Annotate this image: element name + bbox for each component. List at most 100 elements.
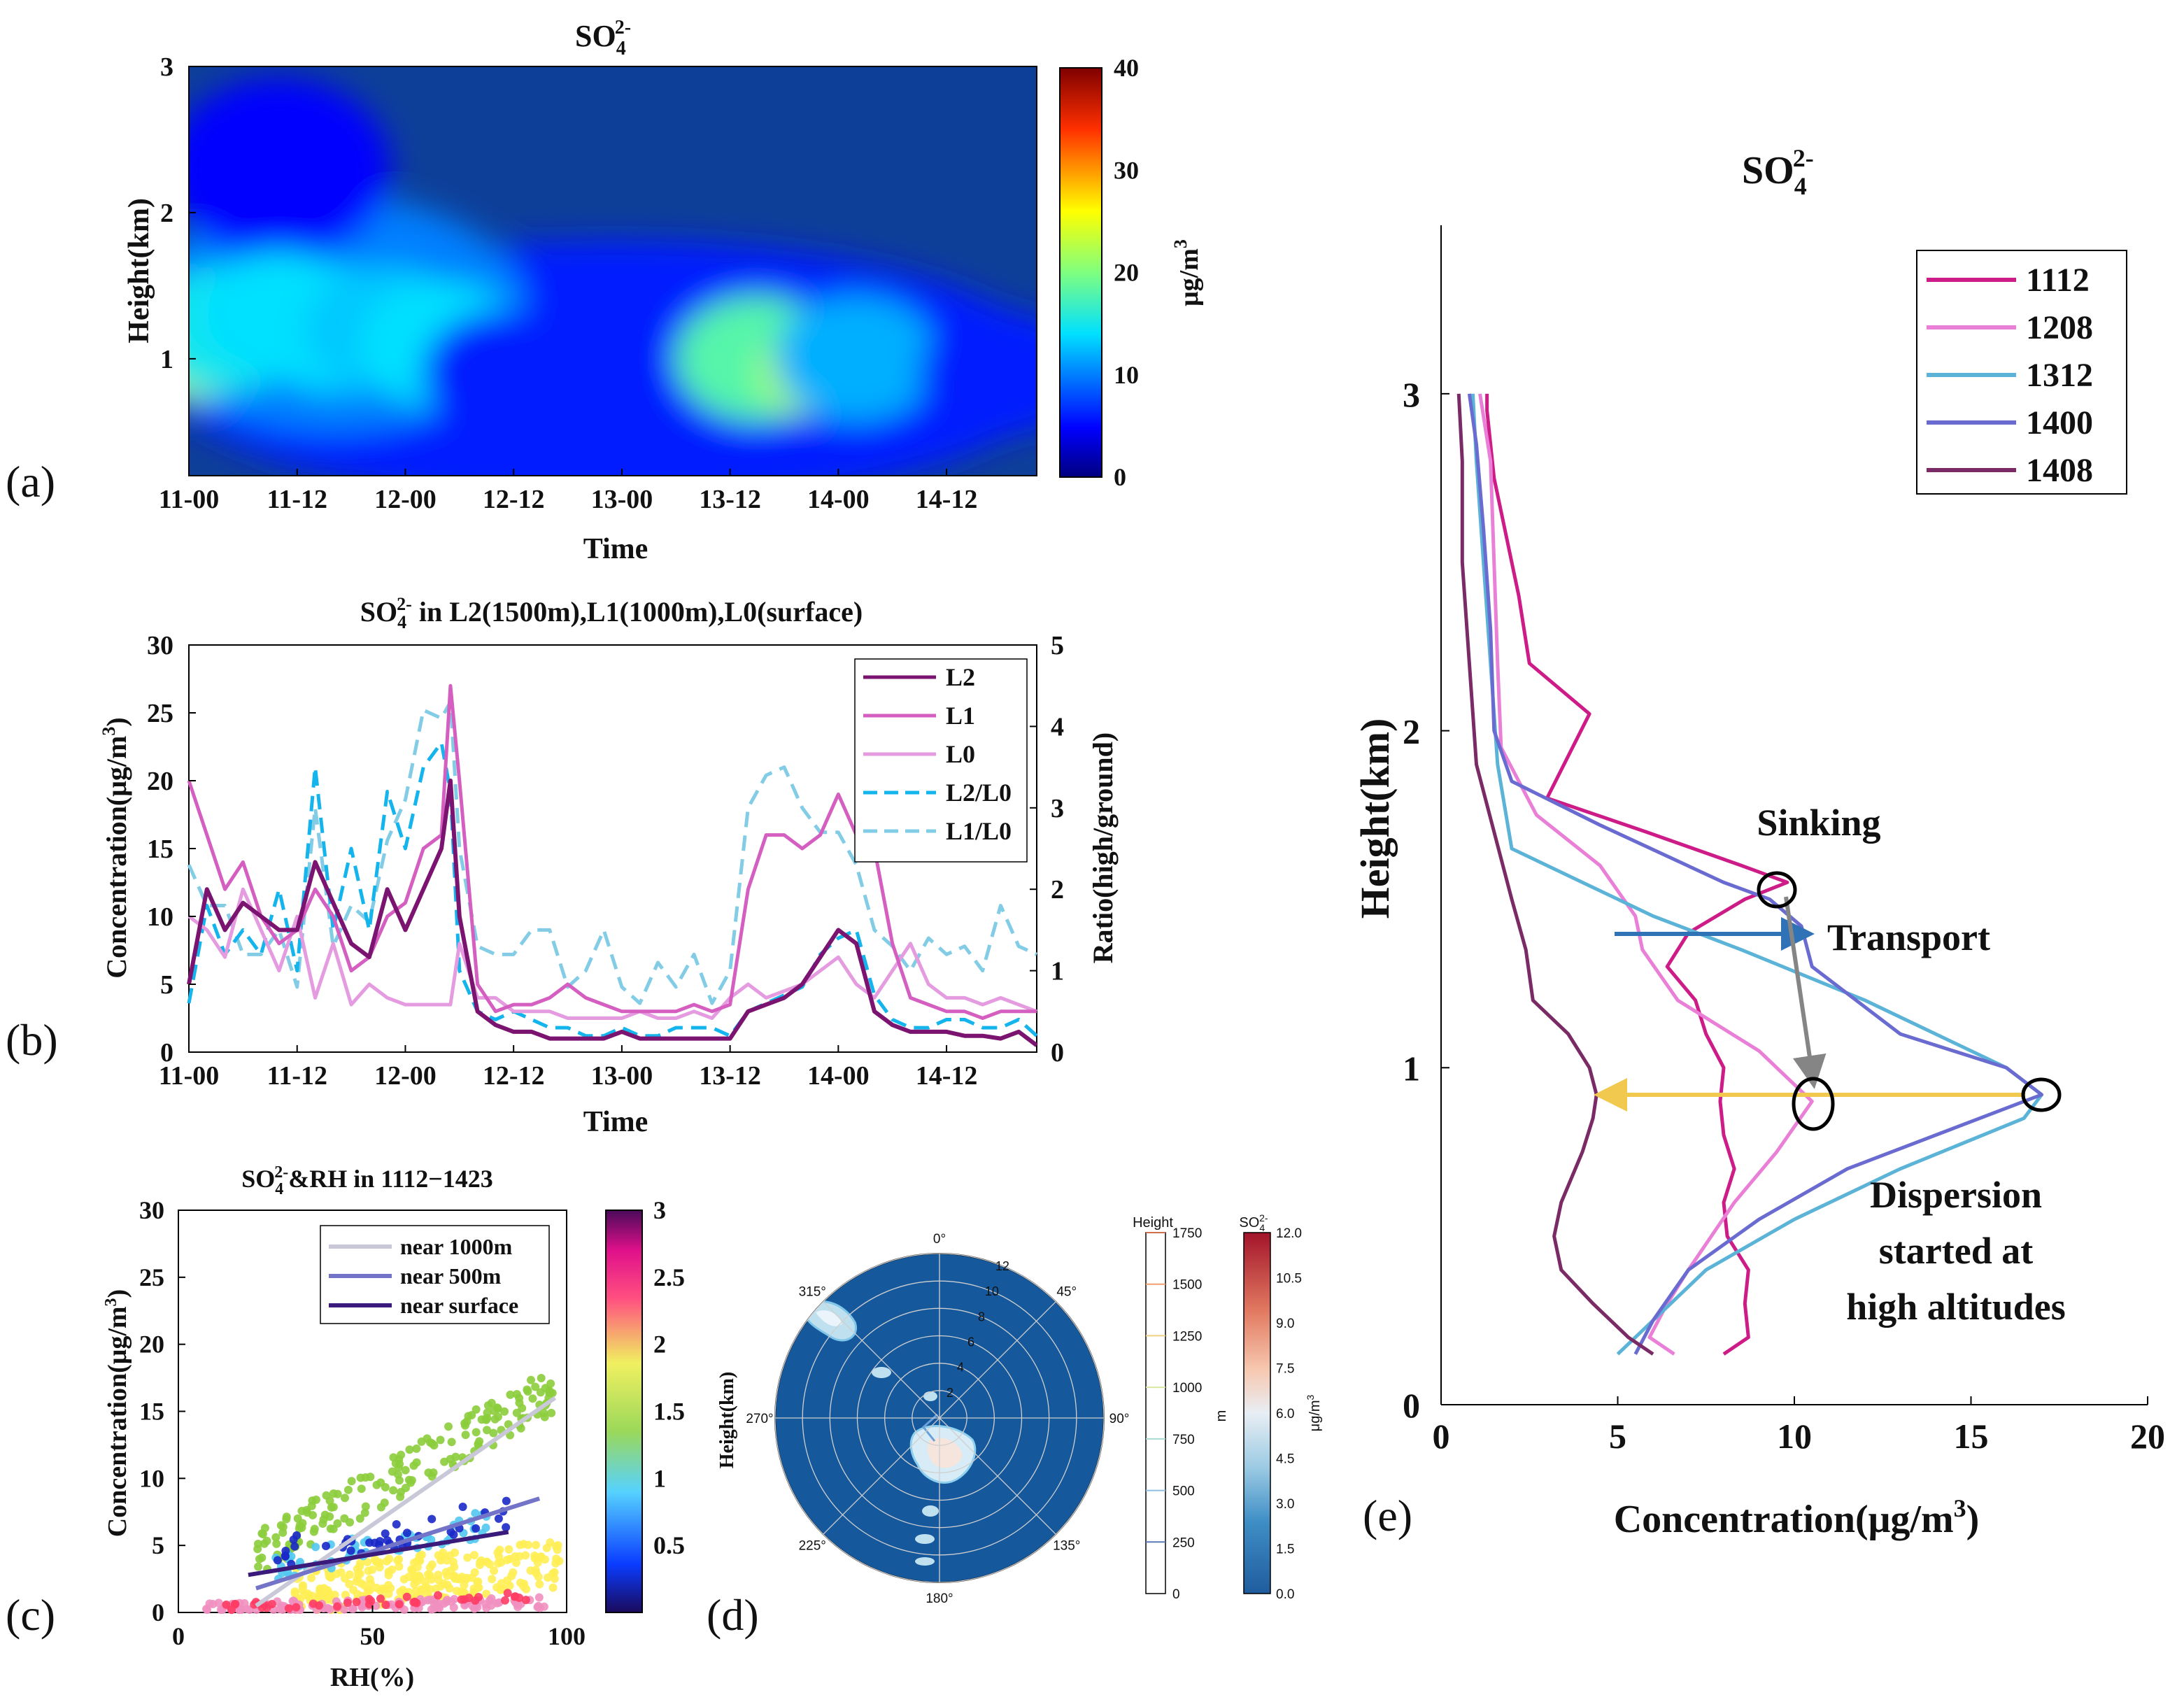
y-tick-label: 5 xyxy=(160,970,173,1000)
scatter-point xyxy=(360,1580,369,1589)
scatter-point xyxy=(523,1387,532,1396)
scatter-point xyxy=(326,1573,335,1582)
panel-c-yticks: 0 5 10 15 20 25 30 xyxy=(139,1196,185,1626)
scatter-point xyxy=(515,1393,524,1403)
scatter-point xyxy=(446,1454,455,1463)
scatter-point xyxy=(521,1551,530,1560)
scatter-point xyxy=(456,1587,465,1596)
panel-a-xlabel: Time xyxy=(583,533,648,565)
scatter-point xyxy=(511,1592,520,1601)
panel-a: (a) SO42- 11-00 11-12 12-00 12-12 13-00 13-12… xyxy=(6,17,1204,565)
polar-spoke xyxy=(939,1301,1056,1419)
y2-tick-label: 3 xyxy=(1051,794,1064,823)
so4-bar-unit-base: μg/m xyxy=(1307,1400,1323,1431)
panel-c-xticks: 0 50 100 xyxy=(172,1605,586,1650)
so4-bar-tick-label: 10.5 xyxy=(1276,1272,1302,1286)
panel-e-title-sub: 4 xyxy=(1794,172,1807,200)
scatter-point xyxy=(343,1485,353,1494)
panel-c-label: (c) xyxy=(6,1590,55,1640)
scatter-point xyxy=(284,1604,293,1613)
scatter-point xyxy=(216,1605,225,1615)
height-bar-tick-label: 0 xyxy=(1172,1587,1180,1602)
scatter-point xyxy=(488,1575,497,1584)
scatter-point xyxy=(257,1553,267,1562)
y-tick-label: 30 xyxy=(147,631,173,660)
heatmap-field xyxy=(189,66,1037,476)
scatter-point xyxy=(535,1580,544,1589)
polar-radial-label: 6 xyxy=(967,1335,974,1349)
panel-c-fits xyxy=(248,1396,557,1608)
scatter-point xyxy=(376,1594,385,1603)
scatter-point xyxy=(395,1459,404,1468)
scatter-point xyxy=(360,1508,369,1517)
scatter-point xyxy=(396,1587,405,1596)
scatter-point xyxy=(309,1599,318,1608)
so4-bar-unit-sup: 3 xyxy=(1305,1394,1316,1400)
colorbar-tick-label: 2 xyxy=(653,1331,666,1359)
scatter-point xyxy=(436,1435,445,1445)
scatter-point xyxy=(345,1580,354,1589)
x-tick-label: 5 xyxy=(1609,1417,1626,1456)
scatter-point xyxy=(326,1591,335,1600)
panel-e-yticks: 0 1 2 3 xyxy=(1403,375,1449,1425)
scatter-point xyxy=(364,1566,373,1575)
legend-label: near surface xyxy=(400,1293,518,1318)
legend-label: 1408 xyxy=(2026,452,2093,489)
highlight-circle-mid xyxy=(1792,1077,1835,1131)
scatter-point xyxy=(537,1373,546,1382)
scatter-point xyxy=(513,1600,523,1609)
scatter-point xyxy=(402,1592,411,1601)
panel-c-ylabel-sup: 3 xyxy=(102,1298,120,1306)
panel-b-ylabel-sup: 3 xyxy=(99,727,119,736)
scatter-point xyxy=(396,1487,405,1496)
panel-c-legend-entries: near 1000m near 500m near surface xyxy=(329,1234,518,1318)
heat-blob xyxy=(485,310,650,437)
so4-bar-tick-label: 6.0 xyxy=(1276,1407,1294,1421)
scatter-point xyxy=(290,1542,299,1551)
x-tick-label: 11-00 xyxy=(159,485,220,514)
colorbar-tick-label: 3 xyxy=(653,1196,666,1224)
panel-b-xticks: 11-00 11-12 12-00 12-12 13-00 13-12 14-00 14-12 xyxy=(159,1045,977,1091)
scatter-point xyxy=(254,1540,263,1549)
scatter-point xyxy=(388,1467,397,1476)
scatter-point xyxy=(425,1571,434,1580)
scatter-point xyxy=(399,1575,409,1584)
scatter-point xyxy=(352,1577,361,1586)
height-bar-ticks: 0 250 500 750 1000 1250 1500 1750 xyxy=(1172,1226,1202,1602)
profile-line-1312 xyxy=(1470,393,2043,1356)
scatter-point xyxy=(493,1548,502,1557)
panel-e-legend-box xyxy=(1916,250,2127,495)
scatter-point xyxy=(236,1605,246,1615)
polar-spoke xyxy=(823,1417,940,1535)
polar-angle-label: 315° xyxy=(799,1284,826,1299)
legend-label: 1208 xyxy=(2026,309,2093,346)
scatter-point xyxy=(471,1405,481,1414)
dispersion-text-2: started at xyxy=(1879,1230,2033,1272)
scatter-point xyxy=(448,1557,458,1566)
scatter-point xyxy=(547,1408,556,1417)
scatter-point xyxy=(372,1480,381,1489)
scatter-point xyxy=(375,1558,384,1567)
so4-bar-tick-label: 0.0 xyxy=(1276,1587,1294,1602)
scatter-point xyxy=(381,1529,390,1538)
panel-a-label: (a) xyxy=(6,457,55,506)
scatter-point xyxy=(552,1554,561,1563)
panel-c-ylabel-base: Concentration(μg/m xyxy=(103,1306,132,1537)
scatter-point xyxy=(361,1473,370,1482)
colorbar-tick-label: 1 xyxy=(653,1464,666,1492)
contour-plume-nw-inner xyxy=(816,1310,842,1326)
series-line-l2-l0 xyxy=(187,741,1038,1038)
scatter-point xyxy=(381,1483,390,1492)
scatter-point xyxy=(409,1461,418,1470)
scatter-point xyxy=(404,1475,413,1484)
x-tick-label: 20 xyxy=(2130,1417,2165,1456)
panel-b-yticks-right: 0 1 2 3 4 5 xyxy=(1030,631,1064,1068)
height-bar-tick-label: 750 xyxy=(1172,1433,1195,1447)
scatter-point xyxy=(526,1566,535,1575)
scatter-point xyxy=(411,1572,420,1581)
scatter-point xyxy=(511,1552,520,1561)
y-tick-label: 15 xyxy=(147,835,173,864)
scatter-point xyxy=(553,1540,562,1549)
y-tick-label: 25 xyxy=(139,1263,164,1291)
colorbar-tick-label: 0 xyxy=(1114,463,1126,491)
